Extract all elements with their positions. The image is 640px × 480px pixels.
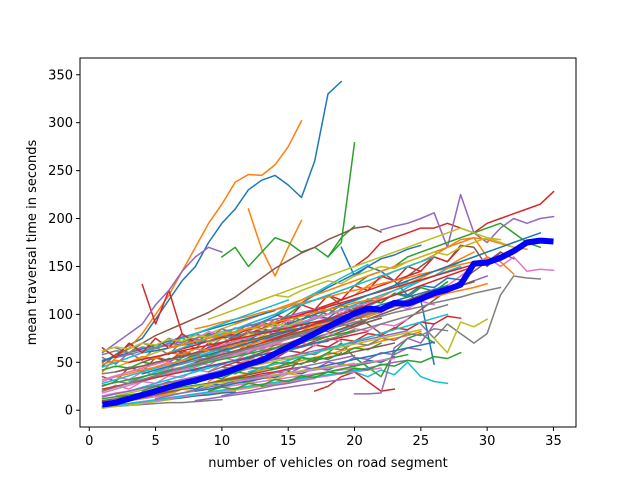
series-line-84 <box>167 263 475 354</box>
series-line-107 <box>234 357 396 383</box>
series-line-102 <box>101 348 210 366</box>
series-line-91 <box>181 340 329 373</box>
y-tick-label: 200 <box>48 212 73 227</box>
series-line-94 <box>101 332 197 359</box>
x-tick-label: 15 <box>280 434 297 449</box>
series-line-8 <box>419 275 541 344</box>
series-line-113 <box>207 351 462 393</box>
series-line-112 <box>168 296 382 349</box>
series-line-49 <box>128 377 316 407</box>
series-line-108 <box>101 298 422 393</box>
y-tick-label: 50 <box>56 356 73 371</box>
y-tick-label: 300 <box>48 116 73 131</box>
series-line-99 <box>207 227 515 321</box>
series-line-103 <box>101 329 356 387</box>
series-line-87 <box>101 294 396 381</box>
y-tick-label: 350 <box>48 68 73 83</box>
x-tick-label: 20 <box>346 434 363 449</box>
series-line-52 <box>234 236 528 325</box>
mean-traversal-line <box>102 237 554 408</box>
x-tick-label: 0 <box>85 434 93 449</box>
plot-area-frame <box>79 57 577 428</box>
x-tick-label: 25 <box>413 434 430 449</box>
series-line-105 <box>154 354 356 400</box>
x-tick-label: 30 <box>479 434 496 449</box>
series-line-14 <box>141 283 184 335</box>
series-line-15 <box>101 246 223 354</box>
series-line-48 <box>114 304 369 354</box>
y-tick-label: 100 <box>48 308 73 323</box>
series-line-76 <box>128 342 396 402</box>
series-line-85 <box>194 376 356 402</box>
series-line-4 <box>353 190 555 268</box>
x-tick-label: 35 <box>545 434 562 449</box>
x-axis: 0 5 10 15 20 25 30 35 <box>85 427 562 449</box>
series-line-1 <box>101 80 343 368</box>
series-line-73 <box>101 374 263 400</box>
series-line-10 <box>353 361 449 385</box>
series-line-80 <box>101 299 290 369</box>
series-line-9 <box>433 318 489 354</box>
series-line-16 <box>101 225 382 364</box>
y-tick-label: 150 <box>48 260 73 275</box>
mean-line-layer <box>102 237 554 408</box>
series-line-12 <box>247 208 303 277</box>
y-tick-label: 250 <box>48 164 73 179</box>
vehicle-series-lines <box>101 80 555 410</box>
y-tick-label: 0 <box>65 404 73 419</box>
series-line-59 <box>247 236 502 306</box>
y-axis: 0 50 100 150 200 250 300 350 <box>48 68 80 419</box>
series-line-25 <box>353 322 436 395</box>
series-line-100 <box>247 313 449 373</box>
x-axis-label: number of vehicles on road segment <box>208 456 447 471</box>
series-line-90 <box>154 255 436 359</box>
x-tick-label: 5 <box>151 434 159 449</box>
series-line-5 <box>380 193 555 249</box>
series-line-3 <box>326 141 356 258</box>
series-line-114 <box>260 255 502 345</box>
series-line-13 <box>220 225 356 268</box>
series-line-2 <box>101 119 303 373</box>
series-line-110 <box>114 368 369 407</box>
series-line-109 <box>101 319 303 352</box>
x-tick-label: 10 <box>214 434 231 449</box>
y-axis-label: mean traversal time in seconds <box>25 140 40 346</box>
